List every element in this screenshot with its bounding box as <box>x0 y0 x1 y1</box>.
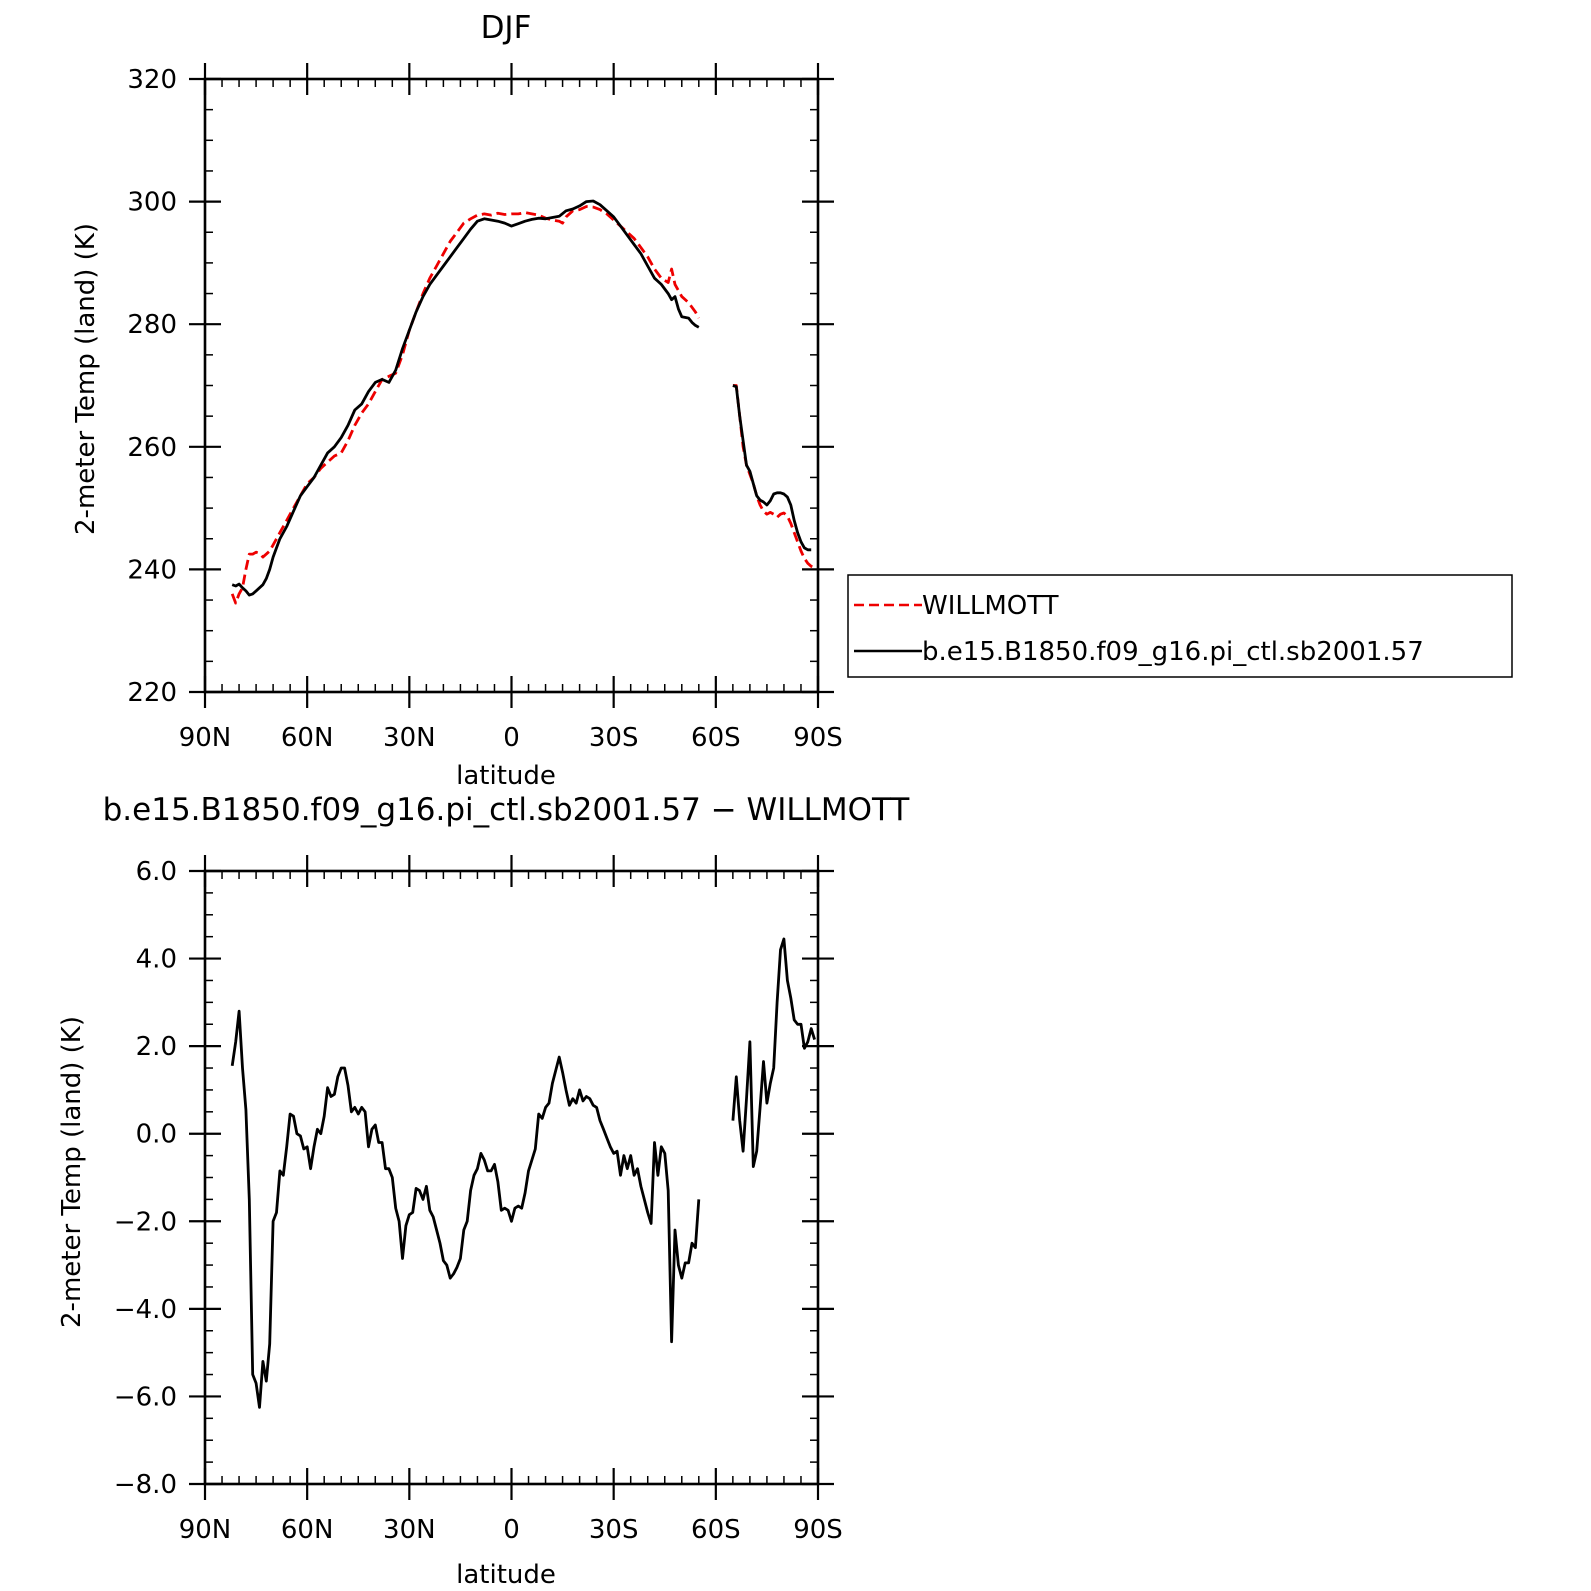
bottom-y-axis-label: 2-meter Temp (land) (K) <box>57 1016 87 1328</box>
bottom-x-tick-label: 60N <box>281 1515 334 1545</box>
top-series-0-line-segment-1 <box>732 384 816 569</box>
top-y-axis-label: 2-meter Temp (land) (K) <box>71 223 101 535</box>
top-x-axis-label: latitude <box>456 761 556 791</box>
top-plot-area: 90N 60N 30N 0 30S 60S 90S 220 240 260 280 300 320 <box>127 63 843 753</box>
legend: WILLMOTT b.e15.B1850.f09_g16.pi_ctl.sb20… <box>847 574 1513 678</box>
bottom-y-tick-label: 6.0 <box>136 857 177 887</box>
top-x-tick-label: 60N <box>281 723 334 753</box>
bottom-y-tick-label: −4.0 <box>114 1295 177 1325</box>
top-y-tick-label: 320 <box>127 65 177 95</box>
bottom-x-axis-label: latitude <box>456 1560 556 1590</box>
bottom-y-tick-label: 0.0 <box>136 1120 177 1150</box>
legend-label-model: b.e15.B1850.f09_g16.pi_ctl.sb2001.57 <box>922 637 1424 667</box>
top-x-tick-label: 90S <box>793 723 843 753</box>
top-line-chart: DJF 90N 60N 30N 0 30S 60S 90S 220 240 260 280 300 32… <box>71 10 1513 791</box>
bottom-y-tick-label: −8.0 <box>114 1470 177 1500</box>
bottom-x-tick-label: 90S <box>793 1515 843 1545</box>
bottom-y-tick-label: −6.0 <box>114 1382 177 1412</box>
top-x-tick-label: 30N <box>383 723 436 753</box>
bottom-x-tick-label: 60S <box>691 1515 741 1545</box>
top-series-1-line-segment-0 <box>231 199 700 597</box>
top-y-tick-label: 280 <box>127 310 177 340</box>
bottom-x-tick-label: 30S <box>589 1515 639 1545</box>
top-y-tick-label: 300 <box>127 188 177 218</box>
bottom-y-tick-label: −2.0 <box>114 1207 177 1237</box>
bottom-y-tick-label: 2.0 <box>136 1032 177 1062</box>
top-y-tick-label: 260 <box>127 433 177 463</box>
bottom-x-tick-label: 30N <box>383 1515 436 1545</box>
bottom-plot-area: 90N 60N 30N 0 30S 60S 90S −8.0 −6.0 −4.0 −2.0 0.0 2.… <box>114 855 843 1545</box>
bottom-series-0-line-segment-0 <box>230 1009 701 1409</box>
top-x-tick-label: 60S <box>691 723 741 753</box>
bottom-x-tick-label: 90N <box>179 1515 232 1545</box>
legend-label-willmott: WILLMOTT <box>922 591 1059 621</box>
bottom-x-tick-label: 0 <box>503 1515 520 1545</box>
top-chart-title: DJF <box>481 10 532 46</box>
bottom-plot-frame <box>203 869 820 1486</box>
legend-box <box>847 574 1513 678</box>
top-series-1-line-segment-1 <box>732 384 812 552</box>
bottom-chart-title: b.e15.B1850.f09_g16.pi_ctl.sb2001.57 − W… <box>103 792 911 828</box>
top-plot-frame <box>203 77 820 694</box>
top-x-tick-label: 0 <box>503 723 520 753</box>
top-y-tick-label: 220 <box>127 678 177 708</box>
top-y-tick-label: 240 <box>127 555 177 585</box>
top-x-tick-label: 30S <box>589 723 639 753</box>
bottom-line-chart: b.e15.B1850.f09_g16.pi_ctl.sb2001.57 − W… <box>57 792 910 1590</box>
bottom-y-tick-label: 4.0 <box>136 945 177 975</box>
bottom-series-0-line-segment-1 <box>731 937 816 1168</box>
top-x-tick-label: 90N <box>179 723 232 753</box>
top-series-0-line-segment-0 <box>230 205 701 605</box>
